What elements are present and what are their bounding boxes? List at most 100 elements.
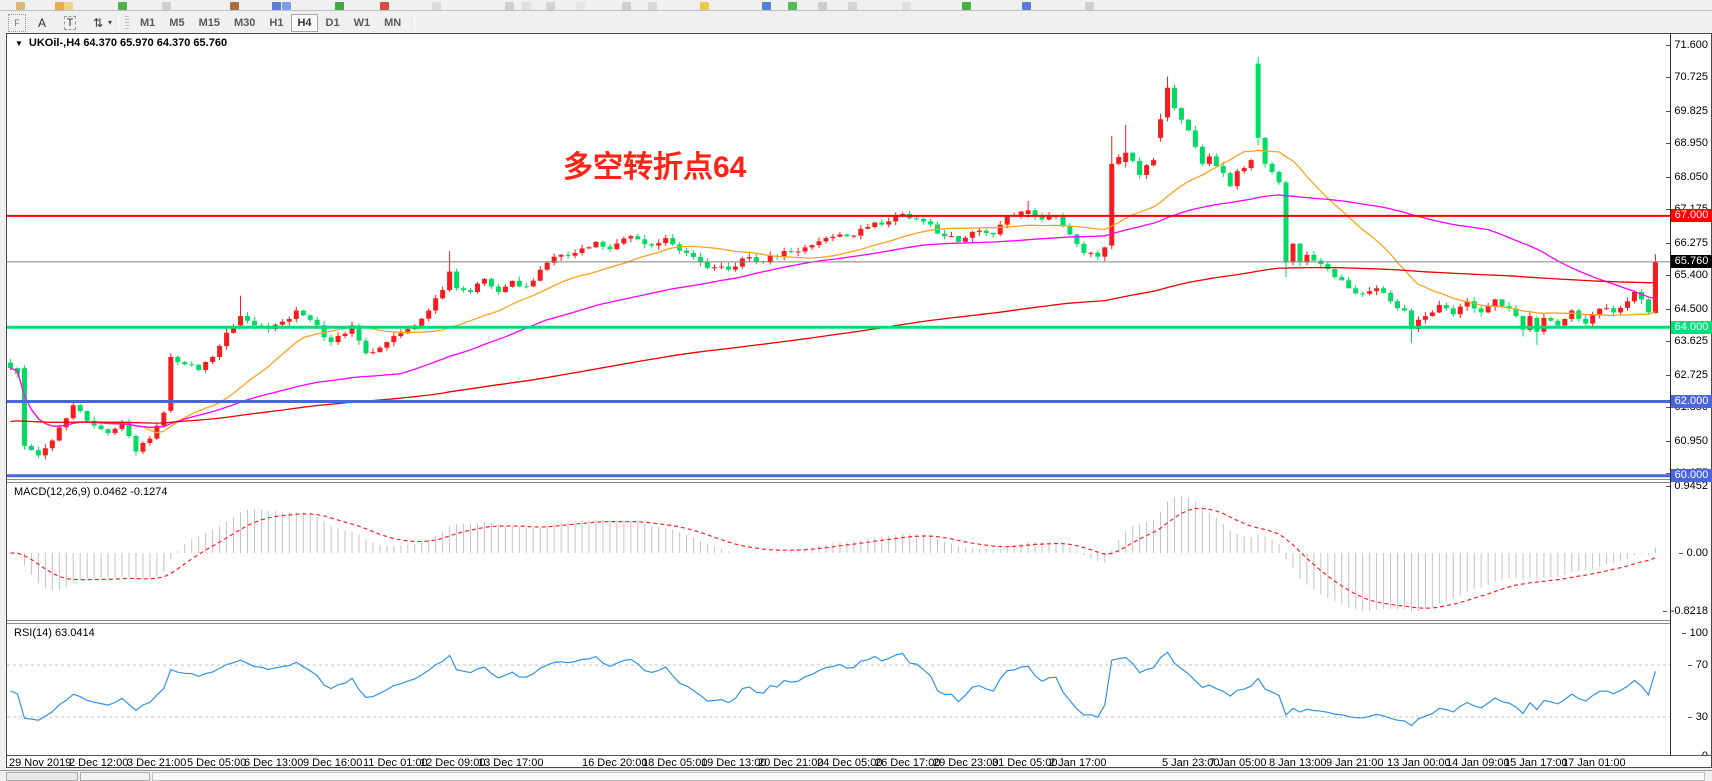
rsi-pane[interactable]: RSI(14) 63.0414 xyxy=(7,624,1670,755)
scrollbar-thumb[interactable] xyxy=(6,772,78,781)
toolbar-icon-fragment xyxy=(118,2,127,10)
axis-tick-label: 69.825 xyxy=(1666,104,1708,117)
rsi-plot[interactable] xyxy=(7,624,1670,755)
toolbar-grip[interactable] xyxy=(125,15,130,30)
toolbar-icon-fragment xyxy=(546,2,555,10)
macd-pane[interactable]: MACD(12,26,9) 0.0462 -0.1274 xyxy=(7,483,1670,620)
timeframe-button-M5[interactable]: M5 xyxy=(169,16,185,29)
axis-tick-label: -0.8218 xyxy=(1662,605,1708,618)
toolbar-icon-fragment xyxy=(272,2,281,10)
toolbar-icon-fragment xyxy=(1085,2,1094,10)
time-tick-label: 20 Dec 21:00 xyxy=(758,757,824,769)
toolbar-icon-fragment xyxy=(648,2,657,10)
swap-arrows-icon[interactable]: ⇅ xyxy=(92,15,104,30)
toolbar-icon-fragment xyxy=(16,2,25,10)
bottom-scrollbar xyxy=(0,770,1712,781)
time-tick-label: 7 Jan 05:00 xyxy=(1209,757,1267,769)
axis-tick-label: 30 xyxy=(1687,711,1708,723)
axis-tick-label: 68.950 xyxy=(1666,137,1708,150)
time-tick-label: 2 Dec 12:00 xyxy=(69,757,129,769)
macd-plot[interactable] xyxy=(7,483,1670,620)
time-tick-label: 24 Dec 05:00 xyxy=(817,757,883,769)
pane-separator[interactable] xyxy=(7,479,1711,483)
axis-tick-label: 60.950 xyxy=(1666,434,1708,447)
time-tick-label: 17 Jan 01:00 xyxy=(1562,757,1626,769)
scrollbar-segment[interactable] xyxy=(80,772,150,781)
time-tick-label: 9 Jan 21:00 xyxy=(1326,757,1384,769)
time-tick-label: 26 Dec 17:00 xyxy=(875,757,941,769)
axis-tick-label: 0.00 xyxy=(1678,547,1708,559)
text-tool-glyph: T xyxy=(63,15,77,30)
axis-tick-label: 71.600 xyxy=(1666,39,1708,51)
timeframe-button-M1[interactable]: M1 xyxy=(140,16,156,29)
toolbar-icon-fragment xyxy=(700,2,709,10)
toolbar-icon-fragment xyxy=(55,2,64,10)
time-tick-label: 13 Dec 17:00 xyxy=(478,757,544,769)
price-line-badge: 60.000 xyxy=(1671,469,1712,483)
letter-a-icon[interactable]: A xyxy=(37,15,46,30)
timeframe-button-group: M1 M5 M15 M30 H1 H4 D1 W1 MN xyxy=(133,13,408,32)
pane-separator[interactable] xyxy=(7,620,1711,624)
axis-tick-label: 68.050 xyxy=(1666,170,1708,183)
axis-tick-label: 65.400 xyxy=(1666,269,1708,282)
timeframe-button-M30[interactable]: M30 xyxy=(233,16,256,29)
axis-tick-label: 63.625 xyxy=(1666,335,1708,348)
time-tick-label: 12 Dec 09:00 xyxy=(420,757,486,769)
time-tick-label: 29 Dec 23:00 xyxy=(933,757,999,769)
time-tick-label: 5 Jan 23:00 xyxy=(1162,757,1220,769)
toolbar-icon-fragment xyxy=(432,2,441,10)
time-tick-label: 5 Dec 05:00 xyxy=(187,757,247,769)
toolbar-icon-fragment xyxy=(64,2,73,10)
chart-title: UKOil-,H4 64.370 65.970 64.370 65.760 xyxy=(28,37,228,49)
time-tick-label: 9 Dec 16:00 xyxy=(303,757,363,769)
macd-label: MACD(12,26,9) 0.0462 -0.1274 xyxy=(14,486,168,498)
chart-toolbar: F A T ⇅ ▾ M1 M5 M15 M30 H1 H4 D1 W1 MN xyxy=(0,12,1712,33)
dropdown-caret-icon[interactable]: ▾ xyxy=(108,18,113,27)
toolbar-icon-fragment xyxy=(522,2,531,10)
timeframe-button-H4[interactable]: H4 xyxy=(291,13,318,32)
toolbar-icon-fragment xyxy=(1022,2,1031,10)
toolbar-icon-fragment xyxy=(902,2,911,10)
price-line-badge: 67.000 xyxy=(1671,209,1712,223)
price-pane[interactable] xyxy=(7,34,1670,479)
main-toolbar-cropped xyxy=(0,0,1712,11)
price-line-badge: 64.000 xyxy=(1671,320,1712,334)
toolbar-icon-fragment xyxy=(282,2,291,10)
toolbar-icon-fragment xyxy=(230,2,239,10)
candlestick-plot[interactable] xyxy=(7,34,1670,479)
time-tick-label: 29 Nov 2019 xyxy=(9,757,72,769)
axis-tick-label: 0.9452 xyxy=(1666,479,1708,492)
scrollbar-track[interactable] xyxy=(152,772,1705,781)
timeframe-button-D1[interactable]: D1 xyxy=(325,16,340,29)
timeframe-button-H1[interactable]: H1 xyxy=(269,16,284,29)
time-tick-label: 2 Jan 17:00 xyxy=(1049,757,1107,769)
axis-tick-label: 66.275 xyxy=(1666,236,1708,249)
text-tool-icon[interactable]: T xyxy=(58,14,82,32)
toolbar-icon-fragment xyxy=(788,2,797,10)
time-tick-label: 15 Jan 17:00 xyxy=(1504,757,1568,769)
time-axis[interactable]: 29 Nov 2019 2 Dec 12:00 3 Dec 21:00 5 Dec 0… xyxy=(7,755,1711,769)
time-tick-label: 3 Dec 21:00 xyxy=(127,757,187,769)
toolbar-separator xyxy=(414,14,416,31)
chart-annotation-text[interactable]: 多空转折点64 xyxy=(563,151,747,184)
toolbar-icon-fragment xyxy=(380,2,389,10)
toolbar-icon-fragment xyxy=(335,2,344,10)
timeframe-button-M15[interactable]: M15 xyxy=(198,16,220,29)
time-tick-label: 13 Jan 00:00 xyxy=(1387,757,1451,769)
price-line-badge: 62.000 xyxy=(1671,395,1712,408)
timeframe-button-MN[interactable]: MN xyxy=(384,16,402,29)
timeframe-button-W1[interactable]: W1 xyxy=(353,16,371,29)
toolbar-icon-fragment xyxy=(962,2,971,10)
toolbar-separator xyxy=(118,14,120,31)
collapse-triangle-icon[interactable]: ▼ xyxy=(15,38,23,48)
price-axis[interactable]: 71.60070.72569.82568.95068.05067.17566.2… xyxy=(1662,34,1712,762)
chart-title-row: ▼ UKOil-,H4 64.370 65.970 64.370 65.760 xyxy=(15,37,227,49)
axis-tick-label: 70 xyxy=(1687,659,1708,671)
toolbar-icon-fragment xyxy=(818,2,827,10)
toolbar-icon-fragment xyxy=(576,2,585,10)
chart-window: ▼ UKOil-,H4 64.370 65.970 64.370 65.760 … xyxy=(6,33,1712,769)
time-tick-label: 19 Dec 13:00 xyxy=(701,757,767,769)
f-grid-icon[interactable]: F xyxy=(8,13,26,32)
axis-tick-label: 70.725 xyxy=(1666,71,1708,84)
